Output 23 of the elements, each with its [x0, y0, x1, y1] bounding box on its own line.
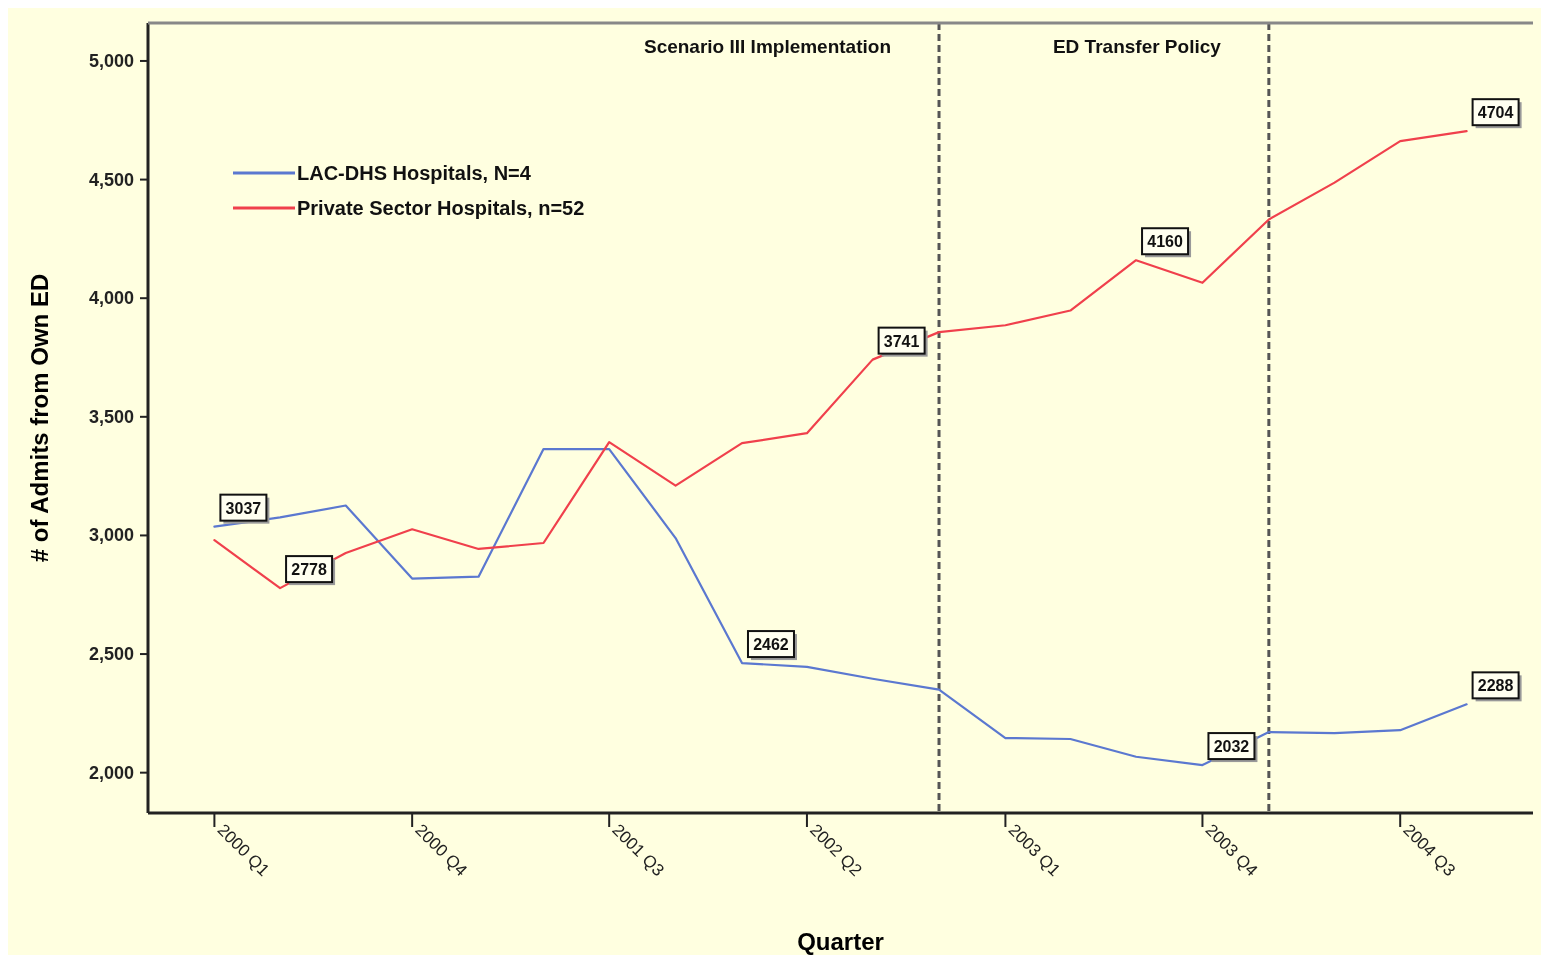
line-series [213, 447, 1468, 767]
data-label: 3741 [883, 332, 920, 350]
legend-label: Private Sector Hospitals, n=52 [297, 197, 585, 219]
legend-label: LAC-DHS Hospitals, N=4 [297, 162, 532, 184]
data-label: 2462 [753, 636, 789, 654]
y-tick-label: 2,500 [88, 644, 134, 665]
data-label: 4704 [1477, 104, 1514, 122]
y-tick-label: 4,000 [88, 288, 134, 309]
y-tick-label: 2,000 [88, 762, 134, 783]
y-tick-label: 4,500 [88, 169, 134, 190]
y-tick-label: 3,000 [88, 525, 134, 546]
line-series [213, 130, 1468, 590]
data-label: 4160 [1147, 233, 1183, 251]
data-label: 2032 [1213, 738, 1250, 756]
ref-line-label: Scenario III Implementation [643, 36, 892, 57]
y-tick-label: 3,500 [88, 406, 134, 427]
data-label: 3037 [225, 499, 262, 517]
y-tick-label: 5,000 [88, 50, 134, 71]
x-axis-title: Quarter [797, 928, 884, 955]
data-label: 2778 [291, 561, 327, 579]
ref-line-label: ED Transfer Policy [1052, 36, 1222, 57]
data-label: 2288 [1477, 677, 1514, 695]
y-axis-title: # of Admits from Own ED [26, 273, 53, 563]
